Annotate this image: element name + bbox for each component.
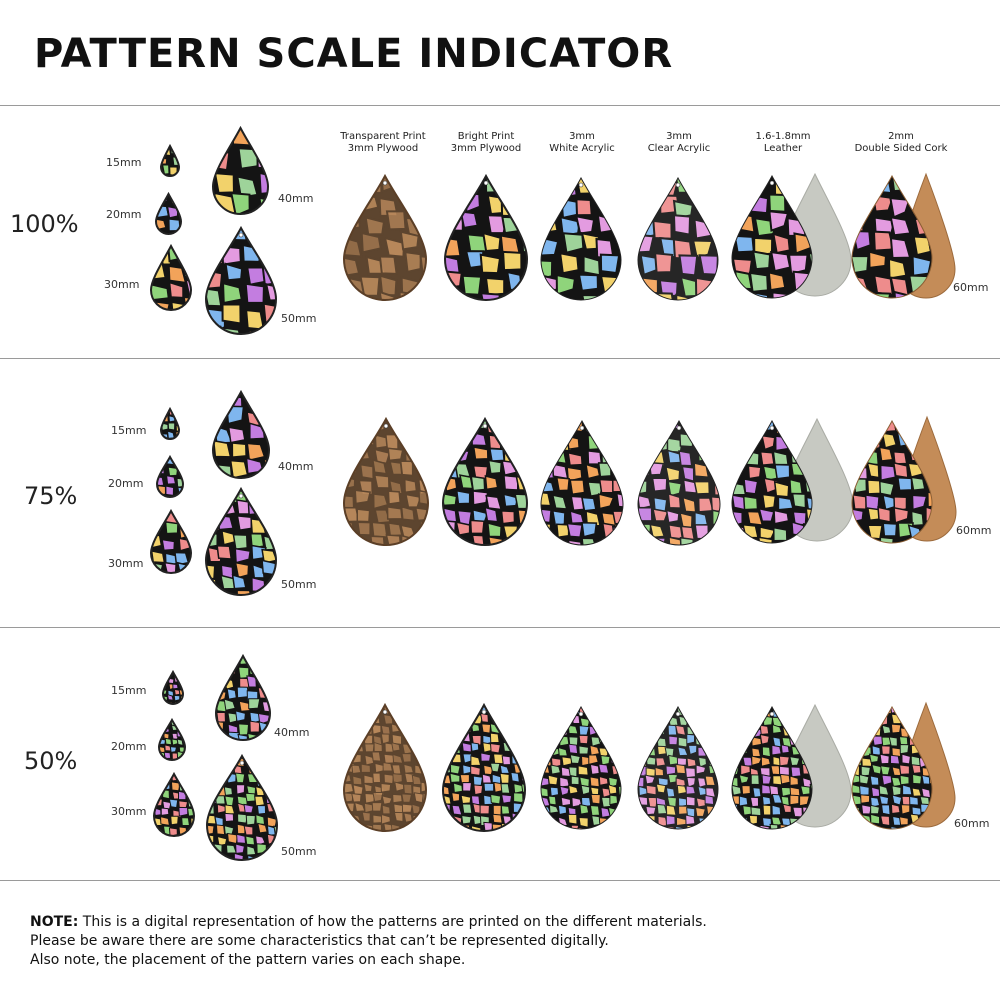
page-title: PATTERN SCALE INDICATOR xyxy=(34,31,674,77)
size-label-40: 40mm xyxy=(278,460,314,473)
scale-label: 75% xyxy=(24,482,78,510)
size-label-50: 50mm xyxy=(281,845,317,858)
divider-top xyxy=(0,105,1000,106)
size-label-30: 30mm xyxy=(108,557,144,570)
material-label-leather: 1.6-1.8mm Leather xyxy=(755,131,811,154)
teardrop-leather xyxy=(731,705,813,830)
teardrop-15mm xyxy=(161,669,185,705)
teardrop-cork xyxy=(851,419,933,544)
scale-section-100: 100% 15mm 20mm 30mm 40mm 50mm 60mm xyxy=(0,105,1000,358)
scale-label: 100% xyxy=(10,210,79,238)
teardrop-white-acrylic xyxy=(540,705,622,830)
teardrop-clear-acrylic xyxy=(637,419,721,546)
size-label-40: 40mm xyxy=(278,192,314,205)
divider-2 xyxy=(0,627,1000,628)
teardrop-plywood xyxy=(342,173,428,301)
note-bold: NOTE: xyxy=(30,914,79,930)
material-label-cork: 2mm Double Sided Cork xyxy=(854,131,948,154)
teardrop-bright-plywood xyxy=(443,173,529,301)
divider-1 xyxy=(0,358,1000,359)
teardrop-cork xyxy=(851,174,933,299)
material-label-white-acrylic: 3mm White Acrylic xyxy=(549,131,615,154)
size-label-20: 20mm xyxy=(108,477,144,490)
teardrop-50mm xyxy=(204,225,278,335)
teardrop-20mm xyxy=(154,191,183,235)
size-label-30: 30mm xyxy=(104,278,140,291)
note-text: NOTE: This is a digital representation o… xyxy=(30,913,707,970)
teardrop-plywood xyxy=(342,702,428,832)
teardrop-20mm xyxy=(157,717,187,761)
teardrop-40mm xyxy=(211,389,271,479)
size-label-15: 15mm xyxy=(111,684,147,697)
teardrop-white-acrylic xyxy=(540,176,622,301)
size-label-50: 50mm xyxy=(281,578,317,591)
teardrop-15mm xyxy=(159,143,181,177)
teardrop-bright-plywood xyxy=(441,702,527,832)
note-line-1: NOTE: This is a digital representation o… xyxy=(30,914,707,930)
teardrop-cork xyxy=(851,705,933,830)
note-line-3: Also note, the placement of the pattern … xyxy=(30,952,466,968)
teardrop-30mm xyxy=(149,243,193,311)
teardrop-50mm xyxy=(205,753,279,861)
teardrop-bright-plywood xyxy=(441,416,529,546)
teardrop-15mm xyxy=(159,406,181,440)
teardrop-30mm xyxy=(152,771,196,837)
material-label-clear-acrylic: 3mm Clear Acrylic xyxy=(647,131,711,154)
divider-bottom xyxy=(0,880,1000,881)
size-label-40: 40mm xyxy=(274,726,310,739)
teardrop-plywood xyxy=(342,416,430,546)
teardrop-leather xyxy=(731,419,813,544)
size-label-60: 60mm xyxy=(954,817,990,830)
teardrop-40mm xyxy=(211,125,270,215)
scale-section-50: 50% 15mm 20mm 30mm 40mm 50mm 60mm xyxy=(0,627,1000,880)
scale-section-75: 75% 15mm 20mm 30mm 40mm 50mm 60mm xyxy=(0,358,1000,627)
teardrop-20mm xyxy=(155,454,185,498)
material-headers: Transparent Print 3mm Plywood Bright Prin… xyxy=(0,131,1000,161)
teardrop-clear-acrylic xyxy=(637,176,719,301)
material-label-bright: Bright Print 3mm Plywood xyxy=(450,131,522,154)
note-line-2: Please be aware there are some character… xyxy=(30,933,609,949)
teardrop-leather xyxy=(731,174,813,299)
teardrop-40mm xyxy=(214,653,272,741)
teardrop-50mm xyxy=(204,486,278,596)
size-label-20: 20mm xyxy=(111,740,147,753)
size-label-50: 50mm xyxy=(281,312,317,325)
size-label-30: 30mm xyxy=(111,805,147,818)
scale-label: 50% xyxy=(24,747,78,775)
teardrop-30mm xyxy=(149,508,193,574)
size-label-60: 60mm xyxy=(956,524,992,537)
size-label-20: 20mm xyxy=(106,208,142,221)
size-label-15: 15mm xyxy=(106,156,142,169)
size-label-60: 60mm xyxy=(953,281,989,294)
size-label-15: 15mm xyxy=(111,424,147,437)
teardrop-clear-acrylic xyxy=(637,705,719,830)
material-label-plywood: Transparent Print 3mm Plywood xyxy=(340,131,426,154)
teardrop-white-acrylic xyxy=(540,419,624,546)
